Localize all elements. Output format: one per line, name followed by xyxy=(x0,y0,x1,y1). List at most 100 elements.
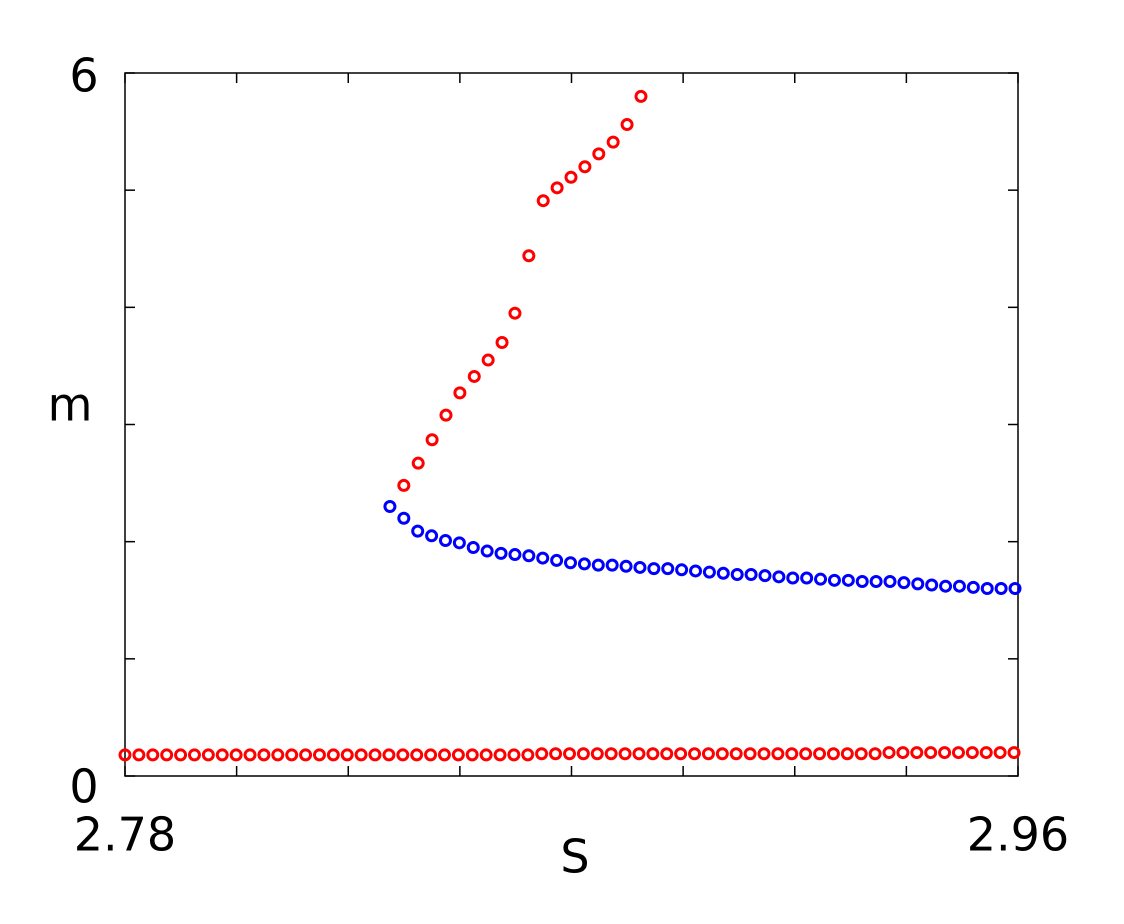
point xyxy=(840,747,854,761)
point xyxy=(701,747,715,761)
point xyxy=(716,566,730,580)
point xyxy=(160,748,174,762)
point xyxy=(911,577,925,591)
point xyxy=(535,747,549,761)
point xyxy=(479,748,493,762)
point xyxy=(522,549,536,563)
point xyxy=(299,748,313,762)
point xyxy=(439,408,453,422)
point xyxy=(661,562,675,576)
x-axis-label: S xyxy=(560,830,589,884)
point xyxy=(702,565,716,579)
point xyxy=(634,89,648,103)
point xyxy=(618,747,632,761)
point xyxy=(243,748,257,762)
point xyxy=(326,748,340,762)
point xyxy=(620,118,634,132)
point xyxy=(397,478,411,492)
point xyxy=(410,748,424,762)
point xyxy=(146,748,160,762)
point xyxy=(730,567,744,581)
point xyxy=(453,386,467,400)
point xyxy=(480,544,494,558)
point xyxy=(826,747,840,761)
point xyxy=(495,335,509,349)
point xyxy=(564,556,578,570)
point xyxy=(688,747,702,761)
point xyxy=(882,746,896,760)
point xyxy=(340,748,354,762)
point xyxy=(786,571,800,585)
point xyxy=(813,747,827,761)
point xyxy=(590,747,604,761)
point xyxy=(285,748,299,762)
point xyxy=(743,747,757,761)
point xyxy=(993,746,1007,760)
point xyxy=(606,135,620,149)
y-tick-label: 6 xyxy=(69,49,98,103)
point xyxy=(910,746,924,760)
point xyxy=(550,553,564,567)
point xyxy=(187,748,201,762)
point xyxy=(578,160,592,174)
point xyxy=(451,748,465,762)
point xyxy=(563,747,577,761)
point xyxy=(841,573,855,587)
point xyxy=(507,748,521,762)
point xyxy=(883,575,897,589)
point xyxy=(465,748,479,762)
point xyxy=(271,748,285,762)
point xyxy=(257,748,271,762)
point xyxy=(896,746,910,760)
point xyxy=(660,747,674,761)
point xyxy=(869,575,883,589)
point xyxy=(952,579,966,593)
point xyxy=(508,548,522,562)
point xyxy=(576,747,590,761)
point xyxy=(411,456,425,470)
point xyxy=(633,560,647,574)
point xyxy=(536,551,550,565)
point xyxy=(980,582,994,596)
point xyxy=(647,562,661,576)
point xyxy=(564,170,578,184)
point xyxy=(508,306,522,320)
point xyxy=(438,533,452,547)
point xyxy=(591,558,605,572)
point xyxy=(481,353,495,367)
point xyxy=(814,572,828,586)
point xyxy=(467,369,481,383)
point xyxy=(675,563,689,577)
point xyxy=(855,575,869,589)
point xyxy=(854,747,868,761)
point xyxy=(382,748,396,762)
point xyxy=(744,567,758,581)
point xyxy=(771,747,785,761)
point xyxy=(827,573,841,587)
point xyxy=(396,748,410,762)
point xyxy=(646,747,660,761)
point xyxy=(868,747,882,761)
point xyxy=(925,578,939,592)
point xyxy=(605,558,619,572)
point xyxy=(383,500,397,514)
point xyxy=(522,249,536,263)
point xyxy=(757,747,771,761)
point xyxy=(493,748,507,762)
point xyxy=(577,557,591,571)
y-axis-label: m xyxy=(48,378,93,432)
point xyxy=(799,747,813,761)
point xyxy=(1008,582,1022,596)
point xyxy=(938,746,952,760)
point xyxy=(632,747,646,761)
point xyxy=(592,147,606,161)
plot-frame xyxy=(124,72,1019,777)
point xyxy=(215,748,229,762)
point xyxy=(951,746,965,760)
point xyxy=(118,748,132,762)
point xyxy=(536,194,550,208)
point xyxy=(897,576,911,590)
point xyxy=(424,748,438,762)
